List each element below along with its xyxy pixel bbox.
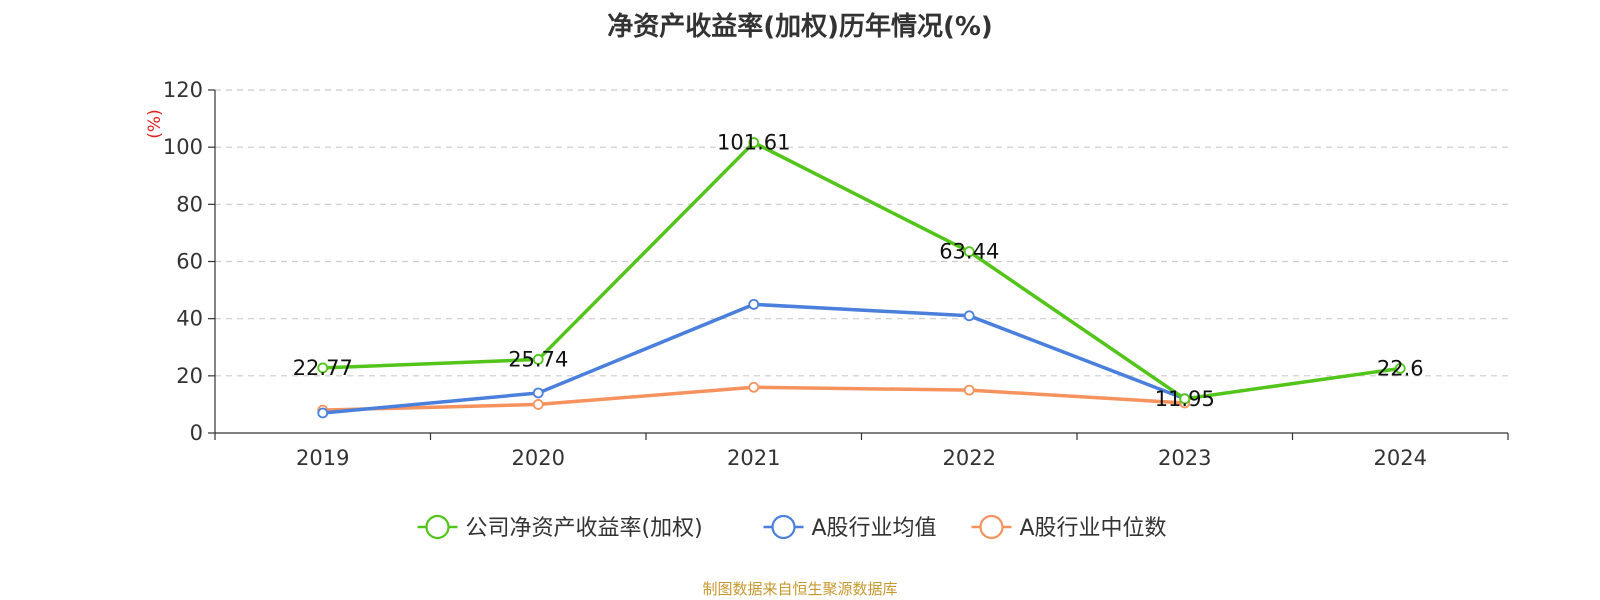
y-tick-label: 20 — [176, 364, 203, 388]
data-point — [748, 298, 760, 310]
x-tick-label: 2024 — [1374, 446, 1427, 470]
data-point — [317, 362, 329, 374]
data-point — [532, 399, 544, 410]
y-tick-label: 60 — [176, 250, 203, 274]
legend-marker — [425, 514, 450, 540]
data-label: 11.95 — [1155, 387, 1215, 411]
series-lines — [317, 137, 1406, 419]
legend-marker — [979, 514, 1004, 540]
data-label: 101.61 — [717, 131, 790, 155]
legend-item: 公司净资产收益率(加权) — [417, 514, 703, 541]
data-point — [748, 381, 760, 393]
source-note: 制图数据来自恒生聚源数据库 — [702, 580, 898, 598]
data-point — [963, 310, 975, 322]
grid-lines — [215, 89, 1508, 377]
data-label: 63.44 — [939, 240, 999, 264]
axes: 0 20 40 60 80 100 120 2019 2020 2021 2022 2023 2024 — [163, 78, 1509, 470]
legend-marker — [771, 514, 796, 540]
x-tick-label: 2021 — [727, 446, 780, 470]
legend-item: A股行业中位数 — [971, 514, 1167, 541]
y-tick-label: 120 — [163, 78, 203, 102]
data-point — [1394, 363, 1406, 374]
data-point — [532, 387, 544, 399]
y-tick-label: 80 — [176, 192, 203, 216]
data-labels: 22.77 25.74 101.61 63.44 11.95 22.6 — [293, 131, 1424, 411]
data-point — [963, 384, 975, 396]
x-tick-label: 2020 — [512, 446, 565, 470]
legend-label: A股行业均值 — [812, 516, 937, 541]
legend: 公司净资产收益率(加权) A股行业均值 A股行业中位数 — [417, 514, 1167, 541]
y-tick-label: 0 — [190, 421, 203, 445]
data-label: 22.6 — [1377, 356, 1424, 380]
x-tick-label: 2022 — [943, 446, 996, 470]
data-point — [1179, 393, 1191, 405]
data-point — [748, 137, 760, 148]
data-point — [963, 246, 975, 258]
y-tick-label: 100 — [163, 135, 203, 159]
y-tick-label: 40 — [176, 307, 203, 331]
legend-label: A股行业中位数 — [1020, 516, 1167, 541]
x-tick-label: 2023 — [1158, 446, 1211, 470]
legend-item: A股行业均值 — [763, 514, 937, 541]
data-label: 22.77 — [293, 356, 353, 380]
series-line — [322, 140, 1401, 401]
legend-label: 公司净资产收益率(加权) — [466, 516, 703, 541]
data-label: 25.74 — [508, 347, 568, 371]
chart-title: 净资产收益率(加权)历年情况(%) — [607, 12, 993, 42]
x-tick-label: 2019 — [296, 446, 349, 470]
data-point — [532, 354, 544, 365]
data-point — [317, 407, 329, 419]
y-axis-unit-label: (%) — [145, 109, 165, 138]
